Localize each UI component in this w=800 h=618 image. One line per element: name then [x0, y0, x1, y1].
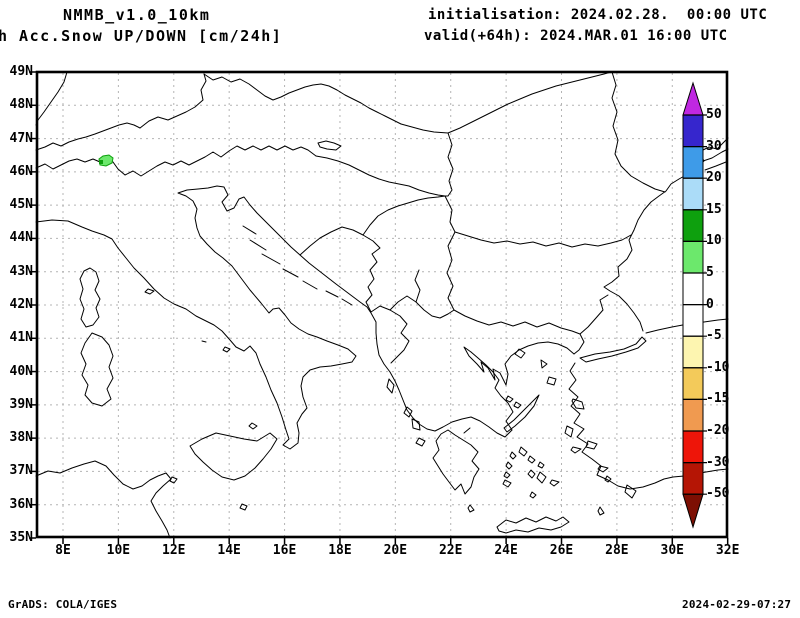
lat-tick-label: 47N [9, 130, 33, 146]
colorbar-value-label: 5 [706, 265, 714, 280]
snow-patch-dark [99, 160, 103, 164]
lat-tick-label: 46N [9, 163, 33, 179]
lon-tick-label: 20E [383, 543, 408, 558]
lat-tick-label: 49N [9, 64, 33, 79]
colorbar-value-label: -10 [706, 359, 730, 375]
lat-tick-label: 44N [9, 230, 33, 246]
lon-tick-label: 18E [328, 543, 352, 558]
lat-tick-label: 42N [9, 296, 33, 312]
lat-tick-label: 35N [9, 529, 33, 545]
colorbar-value-label: -15 [706, 391, 730, 407]
lat-tick-label: 48N [9, 97, 33, 113]
colorbar-value-label: 10 [706, 233, 722, 249]
colorbar-value-label: 30 [706, 138, 722, 154]
lat-tick-label: 38N [9, 430, 33, 446]
colorbar-segment [682, 272, 704, 306]
colorbar-segment [682, 462, 704, 495]
lat-tick-label: 39N [9, 396, 33, 412]
model-title: NMMB_v1.0_10km [63, 6, 211, 24]
footer-credit: GrADS: COLA/IGES [8, 598, 118, 611]
map-frame [35, 70, 729, 539]
colorbar-value-label: -50 [706, 486, 730, 502]
colorbar-segment [682, 367, 704, 400]
valid-time: valid(+64h): 2024.MAR.01 16:00 UTC [424, 28, 728, 44]
lat-tick-label: 36N [9, 496, 33, 512]
colorbar [682, 81, 707, 529]
colorbar-segment [682, 398, 704, 432]
colorbar-segment [682, 146, 704, 179]
lon-tick-label: 14E [217, 543, 241, 558]
lat-tick-label: 41N [9, 330, 33, 346]
colorbar-segment [682, 430, 704, 464]
colorbar-segment [682, 304, 704, 337]
lon-tick-label: 16E [272, 543, 297, 558]
colorbar-value-label: 20 [706, 170, 722, 186]
lon-tick-label: 8E [55, 543, 71, 558]
colorbar-segment [682, 177, 704, 211]
lat-tick-label: 37N [9, 463, 33, 479]
lon-tick-label: 22E [438, 543, 463, 558]
colorbar-segment [682, 114, 704, 148]
colorbar-value-label: -5 [706, 328, 722, 344]
lon-tick-label: 32E [715, 543, 740, 558]
graticule-gridlines [29, 71, 729, 544]
footer-timestamp: 2024-02-29-07:27 [682, 598, 792, 611]
lat-tick-label: 45N [9, 197, 33, 213]
lon-tick-label: 30E [660, 543, 685, 558]
lon-tick-label: 10E [106, 543, 131, 558]
colorbar-segment [682, 335, 704, 369]
coastlines-and-borders [35, 71, 729, 539]
lon-tick-label: 28E [605, 543, 629, 558]
colorbar-value-label: -20 [706, 423, 730, 438]
colorbar-value-label: 50 [706, 107, 722, 122]
colorbar-value-label: 0 [706, 296, 714, 312]
product-title: h Acc.Snow UP/DOWN [cm/24h] [0, 27, 283, 45]
init-time: initialisation: 2024.02.28. 00:00 UTC [428, 7, 768, 23]
colorbar-value-label: 15 [706, 201, 722, 217]
colorbar-segment [682, 240, 704, 274]
snow-accumulation-overlay [98, 154, 114, 167]
lat-tick-label: 40N [9, 363, 33, 379]
colorbar-value-label: -30 [706, 454, 730, 470]
lon-tick-label: 12E [162, 543, 186, 558]
lon-tick-label: 24E [494, 543, 518, 558]
lon-tick-label: 26E [549, 543, 574, 558]
colorbar-segment [682, 209, 704, 242]
lat-tick-label: 43N [9, 263, 33, 279]
